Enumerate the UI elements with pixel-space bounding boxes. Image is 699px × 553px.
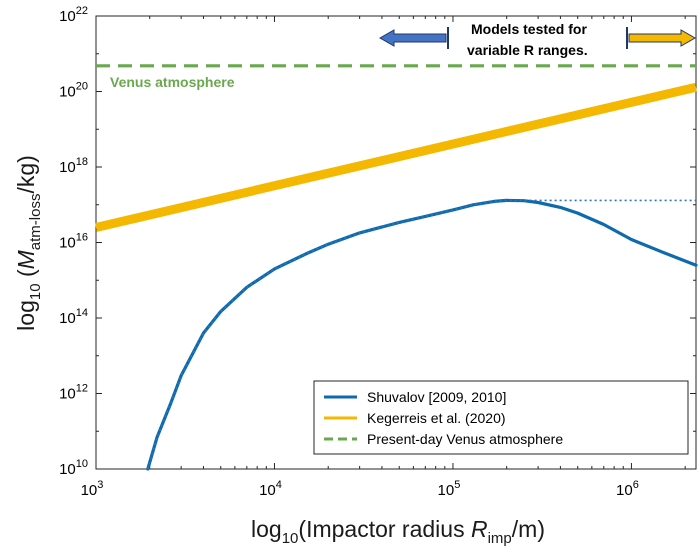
series-group: [94, 64, 698, 471]
legend: Shuvalov [2009, 2010] Kegerreis et al. (…: [313, 380, 689, 455]
legend-box: [313, 380, 689, 455]
annotation-models-line2: variable R ranges.: [467, 42, 588, 58]
annotation-group: Models tested for variable R ranges. Ven…: [110, 21, 697, 90]
y-axis-title: log10 (Matm-loss/kg): [13, 155, 44, 331]
x-axis-title: log10(Impactor radius Rimp/m): [251, 516, 545, 547]
left-arrow: [378, 27, 449, 49]
x-tick-label: 103: [81, 479, 104, 499]
legend-label-kegerreis: Kegerreis et al. (2020): [367, 410, 506, 426]
right-arrow: [626, 27, 697, 49]
y-tick-label: 1016: [59, 232, 88, 252]
x-tick-label: 105: [438, 479, 461, 499]
left-arrow-shape: [378, 29, 447, 47]
y-tick-label: 1014: [59, 307, 88, 327]
annotation-venus-atmosphere: Venus atmosphere: [110, 74, 235, 90]
series-line-kegerreis: [94, 82, 698, 232]
right-arrow-shape: [628, 29, 697, 47]
ticks: 103 104 105 106 1010 1012 1014 1016 1018 1020 1022: [59, 5, 696, 499]
y-tick-label: 1022: [59, 5, 88, 25]
annotation-models-line1: Models tested for: [471, 21, 587, 37]
x-tick-label: 104: [259, 479, 282, 499]
y-tick-label: 1018: [59, 156, 88, 176]
y-tick-label: 1010: [59, 458, 88, 478]
series-line-shuvalov: [146, 198, 698, 471]
y-tick-label: 1020: [59, 81, 88, 101]
legend-label-shuvalov: Shuvalov [2009, 2010]: [367, 389, 506, 405]
y-tick-label: 1012: [59, 383, 88, 403]
legend-label-venus: Present-day Venus atmosphere: [367, 431, 563, 447]
x-tick-label: 106: [616, 479, 639, 499]
